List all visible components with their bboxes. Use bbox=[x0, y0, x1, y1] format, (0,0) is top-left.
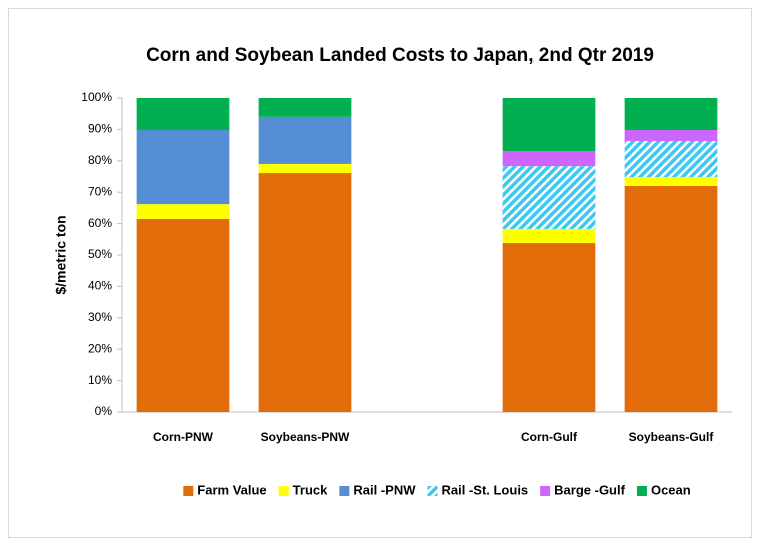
bar-segment bbox=[624, 185, 718, 412]
y-tick-label: 100% bbox=[81, 90, 112, 104]
chart-title: Corn and Soybean Landed Costs to Japan, … bbox=[146, 45, 654, 66]
bar-segment bbox=[258, 173, 352, 412]
legend-swatch bbox=[636, 486, 647, 496]
y-tick-label: 90% bbox=[88, 122, 112, 136]
legend-label: Rail -PNW bbox=[353, 482, 416, 497]
legend-swatch bbox=[540, 486, 551, 496]
legend-swatch bbox=[339, 486, 350, 496]
y-tick-label: 20% bbox=[88, 341, 112, 355]
bar-segment bbox=[258, 116, 352, 164]
bar-segment bbox=[502, 243, 596, 412]
legend-label: Barge -Gulf bbox=[554, 482, 625, 497]
y-tick-label: 70% bbox=[88, 184, 112, 198]
legend-label: Rail -St. Louis bbox=[441, 482, 528, 497]
bar-segment bbox=[624, 141, 718, 178]
bar-segment bbox=[502, 166, 596, 229]
legend-label: Truck bbox=[293, 482, 328, 497]
bar-segment bbox=[136, 204, 230, 219]
legend-label: Farm Value bbox=[197, 482, 266, 497]
y-tick-label: 10% bbox=[88, 373, 112, 387]
bar-segment bbox=[136, 98, 230, 131]
y-tick-label: 80% bbox=[88, 153, 112, 167]
y-tick-label: 40% bbox=[88, 279, 112, 293]
bar-segment bbox=[624, 177, 718, 186]
legend-swatch bbox=[183, 486, 194, 496]
y-tick-label: 30% bbox=[88, 310, 112, 324]
y-tick-label: 60% bbox=[88, 216, 112, 230]
legend-swatch bbox=[278, 486, 289, 496]
bar-segment bbox=[502, 151, 596, 167]
x-tick-label: Corn-Gulf bbox=[521, 430, 578, 444]
y-tick-label: 50% bbox=[88, 247, 112, 261]
bar-segment bbox=[136, 218, 230, 412]
bar-segment bbox=[502, 98, 596, 152]
legend-swatch bbox=[427, 486, 438, 496]
bar-segment bbox=[258, 163, 352, 174]
y-axis-label: $/metric ton bbox=[53, 215, 69, 294]
legend-label: Ocean bbox=[651, 482, 691, 497]
y-tick-label: 0% bbox=[95, 404, 113, 418]
bar-segment bbox=[136, 130, 230, 205]
bar-segment bbox=[258, 98, 352, 117]
bar-segment bbox=[502, 228, 596, 244]
x-tick-label: Soybeans-Gulf bbox=[629, 430, 715, 444]
legend: Farm Value Truck Rail -PNW Rail -St. Louis B… bbox=[183, 482, 691, 497]
x-tick-label: Soybeans-PNW bbox=[261, 430, 350, 444]
bar-segment bbox=[624, 98, 718, 131]
bar-segment bbox=[624, 130, 718, 142]
x-tick-label: Corn-PNW bbox=[153, 430, 214, 444]
